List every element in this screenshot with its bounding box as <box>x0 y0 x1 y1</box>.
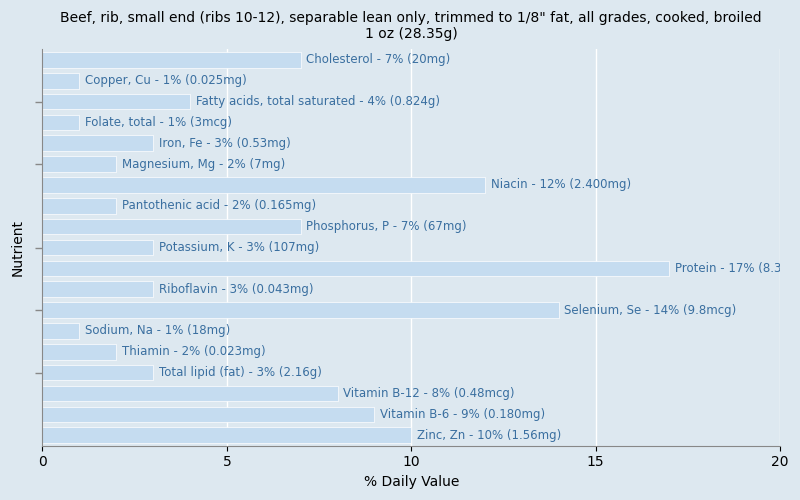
Bar <box>42 136 153 151</box>
Bar <box>42 344 116 360</box>
Bar <box>42 428 411 443</box>
Text: Riboflavin - 3% (0.043mg): Riboflavin - 3% (0.043mg) <box>158 282 313 296</box>
Text: Iron, Fe - 3% (0.53mg): Iron, Fe - 3% (0.53mg) <box>158 137 290 150</box>
Bar <box>42 94 190 110</box>
Bar <box>42 406 374 422</box>
Text: Potassium, K - 3% (107mg): Potassium, K - 3% (107mg) <box>158 241 319 254</box>
Text: Vitamin B-12 - 8% (0.48mcg): Vitamin B-12 - 8% (0.48mcg) <box>343 387 514 400</box>
Bar <box>42 198 116 214</box>
Text: Cholesterol - 7% (20mg): Cholesterol - 7% (20mg) <box>306 54 450 66</box>
Text: Zinc, Zn - 10% (1.56mg): Zinc, Zn - 10% (1.56mg) <box>417 428 561 442</box>
Text: Magnesium, Mg - 2% (7mg): Magnesium, Mg - 2% (7mg) <box>122 158 285 170</box>
Bar <box>42 386 338 402</box>
Bar <box>42 52 301 68</box>
Text: Folate, total - 1% (3mcg): Folate, total - 1% (3mcg) <box>85 116 232 129</box>
Text: Sodium, Na - 1% (18mg): Sodium, Na - 1% (18mg) <box>85 324 230 338</box>
Title: Beef, rib, small end (ribs 10-12), separable lean only, trimmed to 1/8" fat, all: Beef, rib, small end (ribs 10-12), separ… <box>61 11 762 42</box>
Text: Selenium, Se - 14% (9.8mcg): Selenium, Se - 14% (9.8mcg) <box>564 304 737 316</box>
Bar <box>42 260 670 276</box>
Text: Phosphorus, P - 7% (67mg): Phosphorus, P - 7% (67mg) <box>306 220 466 233</box>
Text: Copper, Cu - 1% (0.025mg): Copper, Cu - 1% (0.025mg) <box>85 74 246 87</box>
Bar <box>42 365 153 380</box>
Text: Niacin - 12% (2.400mg): Niacin - 12% (2.400mg) <box>490 178 630 192</box>
Text: Vitamin B-6 - 9% (0.180mg): Vitamin B-6 - 9% (0.180mg) <box>380 408 545 421</box>
Text: Protein - 17% (8.39g): Protein - 17% (8.39g) <box>675 262 800 275</box>
Bar <box>42 302 559 318</box>
Text: Pantothenic acid - 2% (0.165mg): Pantothenic acid - 2% (0.165mg) <box>122 200 316 212</box>
Text: Thiamin - 2% (0.023mg): Thiamin - 2% (0.023mg) <box>122 346 266 358</box>
Bar <box>42 177 485 193</box>
Bar <box>42 156 116 172</box>
Bar <box>42 219 301 234</box>
Bar <box>42 282 153 297</box>
X-axis label: % Daily Value: % Daily Value <box>364 475 459 489</box>
Text: Total lipid (fat) - 3% (2.16g): Total lipid (fat) - 3% (2.16g) <box>158 366 322 379</box>
Bar <box>42 240 153 256</box>
Text: Fatty acids, total saturated - 4% (0.824g): Fatty acids, total saturated - 4% (0.824… <box>195 95 439 108</box>
Bar <box>42 114 79 130</box>
Y-axis label: Nutrient: Nutrient <box>11 219 25 276</box>
Bar <box>42 73 79 88</box>
Bar <box>42 323 79 338</box>
